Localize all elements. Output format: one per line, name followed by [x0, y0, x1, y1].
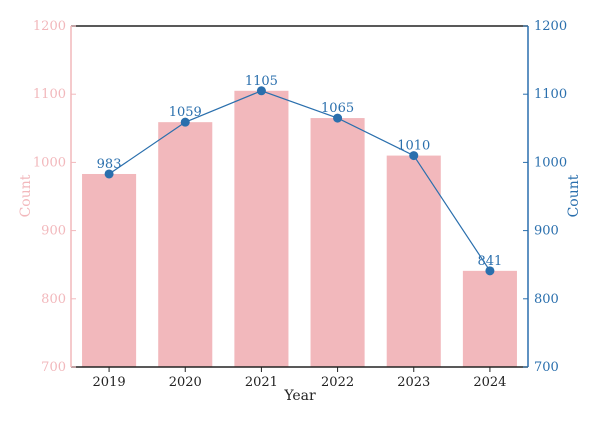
- left-tick-label-1100: 1100: [33, 87, 66, 102]
- left-y-axis-title: Count: [18, 174, 34, 217]
- left-tick-label-700: 700: [41, 360, 66, 375]
- line-point-2024: [485, 266, 495, 276]
- right-tick-label-1200: 1200: [534, 19, 567, 34]
- bar-2024: [462, 270, 517, 367]
- data-label-2019: 983: [97, 157, 122, 172]
- bar-2023: [386, 155, 441, 367]
- line-point-2019: [104, 169, 114, 179]
- x-tick-label-2024: 2024: [473, 375, 506, 390]
- right-y-axis-ticks: 700 800 900 1000 1100 1200: [523, 19, 567, 375]
- right-tick-label-800: 800: [534, 292, 559, 307]
- x-axis-ticks: 2019 2020 2021 2022 2023 2024: [93, 367, 506, 390]
- data-label-2022: 1065: [321, 101, 354, 116]
- right-tick-label-700: 700: [534, 360, 559, 375]
- line-path: [108, 90, 491, 272]
- bar-2020: [158, 122, 213, 367]
- right-tick-label-1100: 1100: [534, 87, 567, 102]
- left-tick-label-900: 900: [41, 224, 66, 239]
- bar-2022: [310, 118, 365, 367]
- data-labels: 983 1059 1105 1065 1010 841: [97, 74, 503, 269]
- data-label-2020: 1059: [169, 105, 202, 120]
- x-tick-label-2023: 2023: [397, 375, 430, 390]
- data-label-2021: 1105: [245, 74, 278, 89]
- bar-2019: [82, 173, 137, 367]
- data-label-2024: 841: [478, 254, 503, 269]
- right-tick-label-1000: 1000: [534, 155, 567, 170]
- x-tick-label-2019: 2019: [93, 375, 126, 390]
- x-tick-label-2022: 2022: [321, 375, 354, 390]
- plot-frame: [70, 25, 529, 368]
- line-point-2023: [409, 151, 419, 161]
- line-point-2020: [180, 117, 190, 127]
- left-tick-label-800: 800: [41, 292, 66, 307]
- line-series: [104, 86, 495, 276]
- x-tick-label-2021: 2021: [245, 375, 278, 390]
- left-tick-label-1200: 1200: [33, 19, 66, 34]
- line-point-2021: [256, 86, 266, 96]
- data-label-2023: 1010: [397, 139, 430, 154]
- line-point-2022: [333, 113, 343, 123]
- bar-series: [82, 90, 517, 367]
- x-axis-title: Year: [283, 388, 316, 404]
- left-y-axis-ticks: 700 800 900 1000 1100 1200: [33, 19, 76, 375]
- left-tick-label-1000: 1000: [33, 155, 66, 170]
- right-y-axis-title: Count: [566, 174, 582, 217]
- x-tick-label-2020: 2020: [169, 375, 202, 390]
- right-tick-label-900: 900: [534, 224, 559, 239]
- bar-2021: [234, 90, 289, 367]
